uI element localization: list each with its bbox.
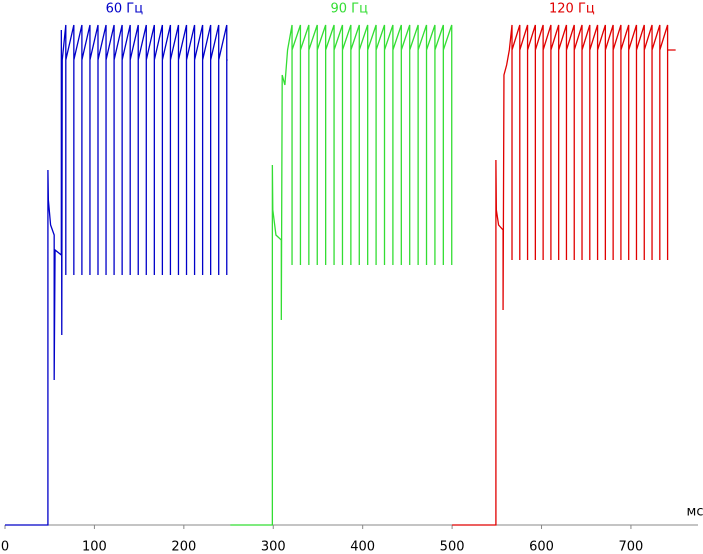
- legend-label: 60 Гц: [106, 2, 144, 17]
- x-tick-label: 200: [171, 540, 196, 554]
- series-line: [230, 24, 453, 526]
- x-tick-label: 300: [261, 540, 286, 554]
- x-tick-label: 600: [529, 540, 554, 554]
- series-line: [452, 24, 676, 526]
- legend-label: 120 Гц: [549, 2, 595, 17]
- series-line: [5, 24, 228, 526]
- x-tick-label: 100: [82, 540, 107, 554]
- x-axis-label: мс: [687, 505, 703, 520]
- x-tick-label: 400: [350, 540, 375, 554]
- x-tick-label: 0: [1, 540, 9, 554]
- x-tick-label: 700: [619, 540, 644, 554]
- legend-label: 90 Гц: [330, 2, 368, 17]
- x-tick-label: 500: [440, 540, 465, 554]
